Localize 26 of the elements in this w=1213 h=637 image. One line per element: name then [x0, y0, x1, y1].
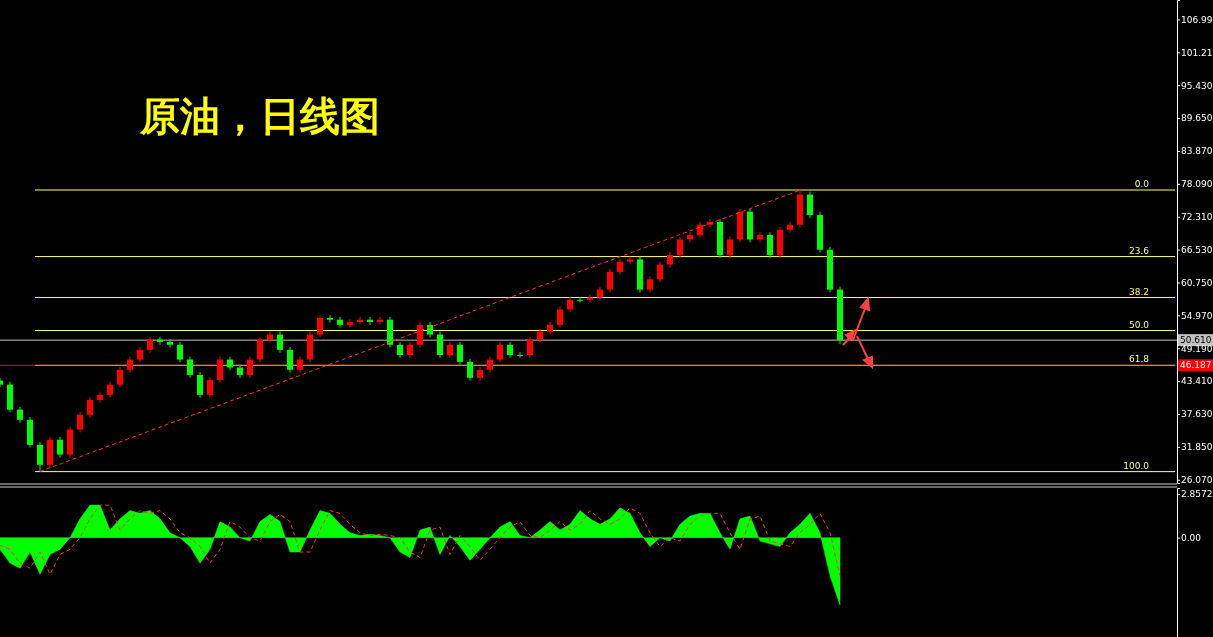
- y-tick-label: 66.530: [1181, 244, 1213, 255]
- y-tick-label: 49.190: [1181, 343, 1213, 354]
- y-tick-label: 26.070: [1181, 475, 1213, 486]
- y-tick-label: 31.850: [1181, 442, 1213, 453]
- y-tick-label: 43.410: [1181, 376, 1213, 387]
- y-tick-label: 95.430: [1181, 80, 1213, 91]
- y-tick-label: 106.99: [1181, 14, 1213, 25]
- ref-line-label: 50.610: [1180, 335, 1212, 346]
- ref-line-label: 46.187: [1180, 360, 1212, 371]
- annotation: 50.0: [1128, 319, 1150, 330]
- y-tick-label: 54.970: [1181, 310, 1213, 321]
- annotation: 61.8: [1128, 354, 1150, 365]
- y-tick-label: 101.21: [1181, 47, 1213, 58]
- y-tick-label: 37.630: [1181, 409, 1213, 420]
- y-tick-label: 0.00: [1181, 533, 1202, 544]
- y-tick-label: 78.090: [1181, 179, 1213, 190]
- y-tick-label: 2.8572: [1181, 489, 1213, 500]
- y-tick-label: 83.870: [1181, 146, 1213, 157]
- annotation: 23.6: [1128, 245, 1150, 256]
- y-tick-label: 60.750: [1181, 277, 1213, 288]
- text: 原油，日线图: [139, 93, 380, 139]
- annotation: 100.0: [1123, 460, 1150, 471]
- y-tick-label: 72.310: [1181, 212, 1213, 223]
- y-tick-label: 89.650: [1181, 113, 1213, 124]
- annotation: 38.2: [1128, 286, 1149, 297]
- annotation: 0.0: [1134, 179, 1150, 190]
